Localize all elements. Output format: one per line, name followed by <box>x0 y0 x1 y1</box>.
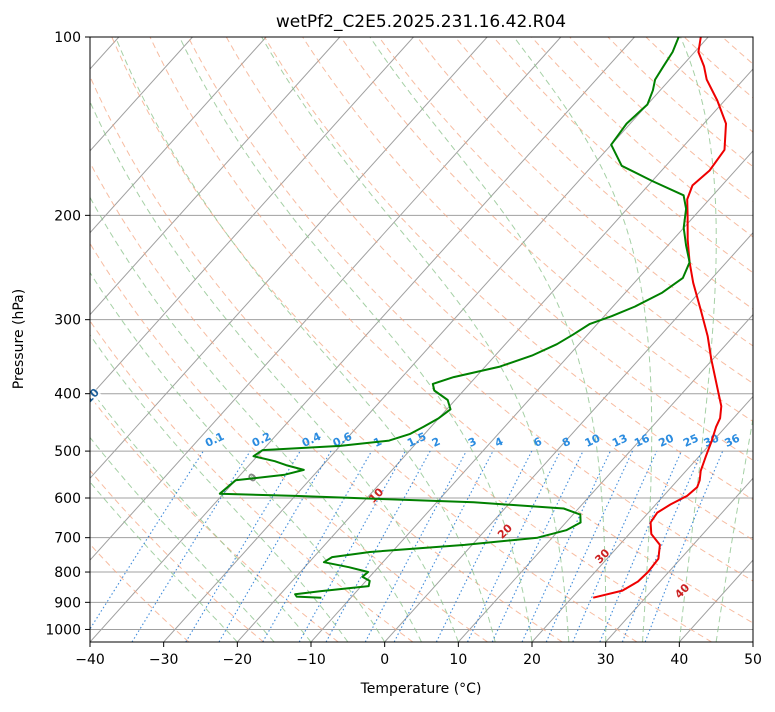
dry-adiabat-line <box>265 37 775 642</box>
dry-adiabat-line <box>455 37 775 642</box>
y-tick-label: 700 <box>54 531 81 547</box>
dry-adiabat-line <box>493 37 775 642</box>
isotherm-line <box>385 37 775 642</box>
isotherm-line <box>0 37 414 642</box>
moist-adiabat-label: 10 <box>366 485 386 505</box>
dry-adiabat-line <box>0 37 264 642</box>
mixing-ratio-label: 0.1 <box>203 430 226 450</box>
dry-adiabat-line <box>684 37 775 642</box>
mixing-ratio-line <box>645 451 723 642</box>
dry-adiabat-line <box>150 37 775 642</box>
mixing-ratio-label: 3 <box>466 435 478 450</box>
moist-adiabat-line <box>0 124 311 642</box>
isotherm-line <box>458 37 775 642</box>
y-tick-label: 200 <box>54 208 81 224</box>
mixing-ratio-line <box>622 451 702 642</box>
y-tick-label: 300 <box>54 313 81 329</box>
dry-adiabat-line <box>532 37 775 642</box>
mixing-ratio-label: 25 <box>681 432 700 450</box>
moist-adiabat-line <box>0 141 274 642</box>
y-tick-label: 500 <box>54 444 81 460</box>
isotherm-line <box>0 37 266 642</box>
mixing-ratio-label: 1.5 <box>405 430 428 450</box>
mixing-ratio-label: 13 <box>610 432 629 450</box>
mixing-ratio-label: 20 <box>657 431 677 449</box>
x-tick-label: −30 <box>149 652 179 668</box>
x-tick-label: 0 <box>380 652 389 668</box>
moist-adiabat-label: 40 <box>672 581 692 601</box>
x-tick-label: 30 <box>597 652 615 668</box>
moist-adiabat-line <box>0 166 237 642</box>
y-tick-label: 800 <box>54 565 81 581</box>
dry-adiabat-line <box>646 37 775 642</box>
x-tick-label: 20 <box>523 652 541 668</box>
isotherm-line <box>532 37 775 642</box>
isotherm-line <box>90 37 635 642</box>
line-labels: 0.10.20.40.611.52346810131620253036-100-… <box>0 32 742 601</box>
dry-adiabat-line <box>417 37 775 642</box>
isotherm-line <box>0 37 487 642</box>
dry-adiabat-line <box>0 37 488 642</box>
mixing-ratio-line <box>326 451 430 642</box>
mixing-ratio-label: 0.2 <box>250 430 273 450</box>
mixing-ratio-label: 16 <box>632 431 652 449</box>
y-axis-label: Pressure (hPa) <box>11 289 27 389</box>
moist-adiabat-line <box>0 94 348 642</box>
moist-adiabat-label: 20 <box>495 521 515 541</box>
x-tick-label: 10 <box>449 652 467 668</box>
x-tick-label: −20 <box>223 652 253 668</box>
dewpoint-profile-line <box>220 37 690 598</box>
profile-lines <box>220 37 726 598</box>
moist-adiabat-line <box>0 73 385 642</box>
mixing-ratio-label: 8 <box>560 435 572 450</box>
y-tick-label: 100 <box>54 30 81 46</box>
mixing-ratio-line <box>299 451 405 642</box>
dry-adiabat-line <box>226 37 775 642</box>
x-axis-label: Temperature (°C) <box>360 681 482 697</box>
y-tick-label: 400 <box>54 387 81 403</box>
mixing-ratio-label: 36 <box>722 431 742 449</box>
dry-adiabat-line <box>608 37 775 642</box>
mixing-ratio-line <box>263 451 372 642</box>
moist-adiabat-line <box>64 37 458 642</box>
isotherm-line <box>164 37 709 642</box>
mixing-ratio-label: 6 <box>532 435 545 450</box>
mixing-ratio-line <box>573 451 657 642</box>
mixing-ratio-label: 4 <box>493 435 506 450</box>
moist-adiabat-line <box>679 37 716 642</box>
moist-adiabat-label: 30 <box>592 546 612 566</box>
dry-adiabat-line <box>0 37 338 642</box>
chart-title: wetPf2_C2E5.2025.231.16.42.R04 <box>276 12 566 32</box>
moist-adiabat-line <box>116 37 496 642</box>
y-tick-label: 900 <box>54 595 81 611</box>
y-tick-label: 600 <box>54 491 81 507</box>
x-tick-label: −40 <box>75 652 105 668</box>
mixing-ratio-line <box>468 451 561 642</box>
dry-adiabat-line <box>379 37 775 642</box>
x-tick-label: −10 <box>296 652 326 668</box>
isotherm-line <box>16 37 561 642</box>
mixing-ratio-line <box>492 451 583 642</box>
x-tick-label: 40 <box>670 652 688 668</box>
mixing-ratio-line <box>132 451 250 642</box>
mixing-ratio-label: 10 <box>583 431 603 449</box>
mixing-ratio-line <box>600 451 682 642</box>
dry-adiabat-line <box>0 37 189 642</box>
dry-adiabat-line <box>0 37 413 642</box>
dry-adiabat-line <box>761 37 775 642</box>
y-tick-label: 1000 <box>45 622 81 638</box>
isotherm-line <box>679 37 775 642</box>
isotherm-line <box>753 37 775 642</box>
x-tick-label: 50 <box>744 652 762 668</box>
